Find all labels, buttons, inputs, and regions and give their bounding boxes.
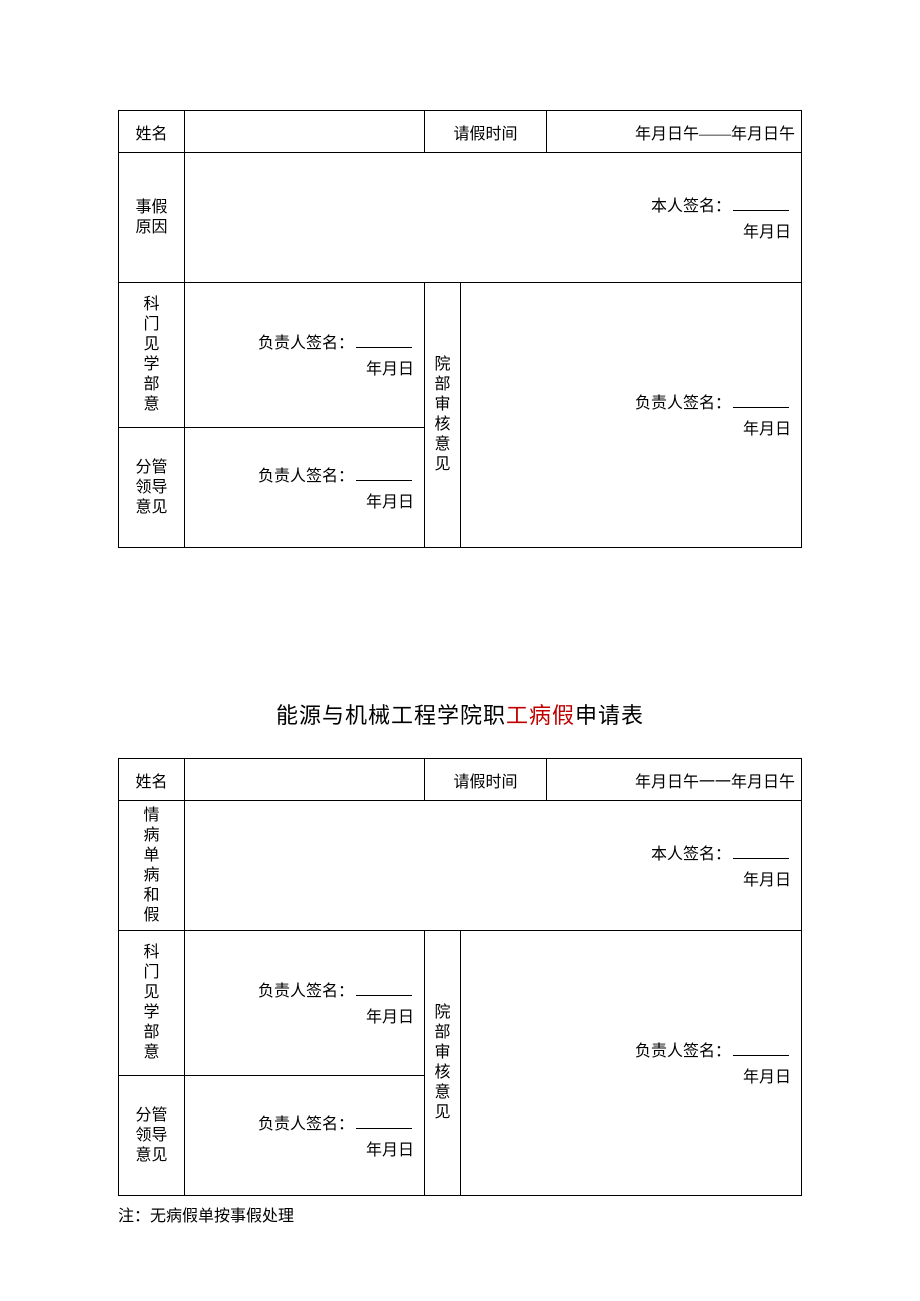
review-cell: 负责人签名： 年月日 — [461, 283, 802, 548]
row-reason: 事假 原因 本人签名： 年月日 — [119, 153, 802, 283]
self-sign-line: 本人签名： — [651, 192, 791, 216]
dept-cell: 负责人签名： 年月日 — [185, 931, 425, 1076]
name-value — [185, 759, 425, 801]
leader-sign-date: 年月日 — [366, 488, 414, 512]
leader-sign-line: 负责人签名： — [258, 1110, 414, 1134]
row-reason: 情 病 单 病 和 假 本人签名： 年月日 — [119, 801, 802, 931]
dept-sign-line: 负责人签名： — [258, 977, 414, 1001]
review-label: 院 部 审 核 意 见 — [425, 931, 461, 1196]
reason-label-l1: 事假 — [135, 198, 167, 218]
sign-underline — [356, 334, 412, 348]
dept-sign-line: 负责人签名： — [258, 329, 414, 353]
footnote: 注：无病假单按事假处理 — [118, 1202, 802, 1226]
self-sign-line: 本人签名： — [651, 840, 791, 864]
time-label: 请假时间 — [425, 111, 547, 153]
reason-label: 情 病 单 病 和 假 — [119, 801, 185, 931]
name-label: 姓名 — [119, 759, 185, 801]
review-sign-line: 负责人签名： — [635, 389, 791, 413]
time-value: 年月日午——年月日午 — [547, 111, 802, 153]
name-value — [185, 111, 425, 153]
time-value: 年月日午一一年月日午 — [547, 759, 802, 801]
self-sign-date: 年月日 — [743, 866, 791, 890]
sign-underline — [356, 1114, 412, 1128]
leader-sign-date: 年月日 — [366, 1136, 414, 1160]
title-part1: 能源与机械工程学院职 — [276, 703, 506, 728]
sign-underline — [356, 466, 412, 480]
sign-underline — [356, 982, 412, 996]
leader-cell: 负责人签名： 年月日 — [185, 428, 425, 548]
leader-sign-line: 负责人签名： — [258, 462, 414, 486]
sign-underline — [733, 1042, 789, 1056]
row-name: 姓名 请假时间 年月日午一一年月日午 — [119, 759, 802, 801]
leader-label: 分管 领导 意见 — [119, 428, 185, 548]
review-sign-line: 负责人签名： — [635, 1037, 791, 1061]
leave-form-2: 姓名 请假时间 年月日午一一年月日午 情 病 单 病 和 假 本人签名： 年月日 — [118, 758, 802, 1196]
name-label: 姓名 — [119, 111, 185, 153]
title-part2-red: 工病假 — [506, 703, 575, 728]
leader-cell: 负责人签名： 年月日 — [185, 1076, 425, 1196]
dept-cell: 负责人签名： 年月日 — [185, 283, 425, 428]
form2-title: 能源与机械工程学院职工病假申请表 — [118, 698, 802, 730]
dept-label: 科 门 见 学 部 意 — [119, 931, 185, 1076]
reason-label-l2: 原因 — [135, 218, 167, 238]
leave-form-1: 姓名 请假时间 年月日午——年月日午 事假 原因 本人签名： 年月日 — [118, 110, 802, 548]
row-name: 姓名 请假时间 年月日午——年月日午 — [119, 111, 802, 153]
sign-underline — [733, 844, 789, 858]
review-label: 院 部 审 核 意 见 — [425, 283, 461, 548]
reason-cell: 本人签名： 年月日 — [185, 153, 802, 283]
row-dept: 科 门 见 学 部 意 负责人签名： 年月日 院 部 审 — [119, 931, 802, 1076]
dept-label: 科 门 见 学 部 意 — [119, 283, 185, 428]
review-sign-date: 年月日 — [743, 1063, 791, 1087]
self-sign-date: 年月日 — [743, 218, 791, 242]
sign-underline — [733, 394, 789, 408]
reason-label: 事假 原因 — [119, 153, 185, 283]
title-part3: 申请表 — [575, 703, 644, 728]
reason-cell: 本人签名： 年月日 — [185, 801, 802, 931]
review-sign-date: 年月日 — [743, 415, 791, 439]
row-dept: 科 门 见 学 部 意 负责人签名： 年月日 院 部 审 — [119, 283, 802, 428]
dept-sign-date: 年月日 — [366, 355, 414, 379]
review-cell: 负责人签名： 年月日 — [461, 931, 802, 1196]
time-label: 请假时间 — [425, 759, 547, 801]
leader-label: 分管 领导 意见 — [119, 1076, 185, 1196]
sign-underline — [733, 196, 789, 210]
spacer — [118, 548, 802, 698]
dept-sign-date: 年月日 — [366, 1003, 414, 1027]
